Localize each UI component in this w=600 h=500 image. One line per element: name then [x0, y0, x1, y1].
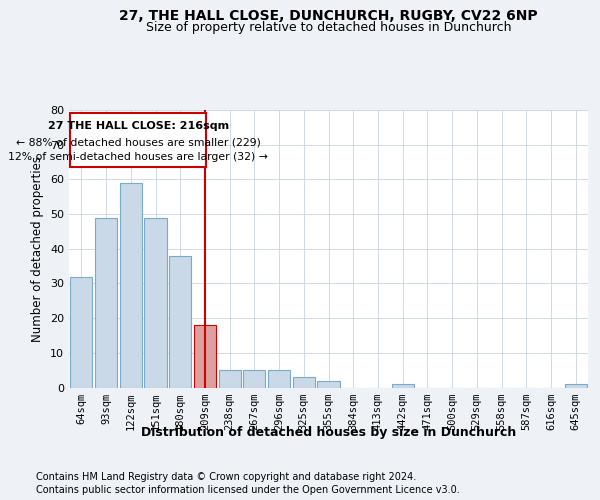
- Bar: [194, 325, 216, 388]
- Bar: [268, 370, 290, 388]
- Bar: [565, 384, 587, 388]
- Bar: [243, 370, 265, 388]
- Bar: [145, 218, 167, 388]
- Text: 27 THE HALL CLOSE: 216sqm: 27 THE HALL CLOSE: 216sqm: [47, 121, 229, 131]
- Text: Distribution of detached houses by size in Dunchurch: Distribution of detached houses by size …: [141, 426, 517, 439]
- Text: Size of property relative to detached houses in Dunchurch: Size of property relative to detached ho…: [146, 22, 512, 35]
- Y-axis label: Number of detached properties: Number of detached properties: [31, 156, 44, 342]
- Text: 12% of semi-detached houses are larger (32) →: 12% of semi-detached houses are larger (…: [8, 152, 268, 162]
- Bar: [218, 370, 241, 388]
- Bar: [293, 377, 315, 388]
- Bar: [119, 183, 142, 388]
- Bar: [392, 384, 414, 388]
- Text: Contains HM Land Registry data © Crown copyright and database right 2024.: Contains HM Land Registry data © Crown c…: [36, 472, 416, 482]
- Bar: [317, 380, 340, 388]
- FancyBboxPatch shape: [70, 114, 206, 167]
- Text: Contains public sector information licensed under the Open Government Licence v3: Contains public sector information licen…: [36, 485, 460, 495]
- Text: ← 88% of detached houses are smaller (229): ← 88% of detached houses are smaller (22…: [16, 137, 260, 147]
- Bar: [70, 276, 92, 388]
- Text: 27, THE HALL CLOSE, DUNCHURCH, RUGBY, CV22 6NP: 27, THE HALL CLOSE, DUNCHURCH, RUGBY, CV…: [119, 9, 538, 23]
- Bar: [95, 218, 117, 388]
- Bar: [169, 256, 191, 388]
